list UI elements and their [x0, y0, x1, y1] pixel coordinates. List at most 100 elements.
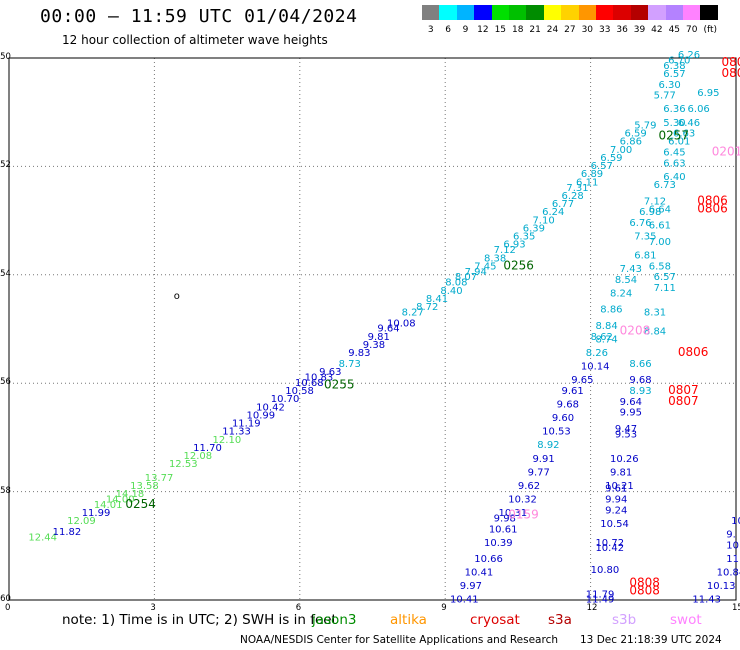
wave-height-reading: 6.59: [625, 129, 647, 140]
wave-height-reading: 6.93: [503, 240, 525, 251]
wave-height-reading: 10.80: [591, 565, 620, 576]
wave-height-reading: 6.86: [620, 137, 642, 148]
wave-height-reading: 6.39: [523, 223, 545, 234]
legend-label: 18: [511, 25, 524, 35]
map-border: [8, 57, 737, 601]
legend-label: 24: [546, 25, 559, 35]
wave-height-reading: 10.61: [489, 524, 518, 535]
wave-height-reading: 12.10: [213, 435, 242, 446]
wave-height-reading: 10: [731, 516, 740, 527]
wave-height-reading: 6.61: [649, 221, 671, 232]
wave-height-reading: 7.12: [644, 196, 666, 207]
wave-height-reading: 10.32: [508, 494, 537, 505]
satellite-label: swot: [670, 612, 702, 628]
wave-height-reading: 9.77: [528, 467, 550, 478]
wave-height-reading: 8.84: [595, 321, 617, 332]
legend-swatch: [439, 5, 457, 20]
wave-height-reading: 12.09: [67, 516, 96, 527]
legend-swatch: [526, 5, 544, 20]
wave-height-reading: 7.11: [654, 283, 676, 294]
wave-height-reading: 6.63: [673, 129, 695, 140]
wave-height-reading: 6.57: [663, 69, 685, 80]
wave-height-reading: 9.64: [620, 397, 642, 408]
satellite-label: s3a: [548, 612, 572, 628]
legend-label: 27: [564, 25, 576, 35]
island-marker: o: [174, 291, 180, 302]
wave-height-reading: 10.3: [726, 541, 740, 552]
wave-height-reading: 6.11: [576, 177, 598, 188]
legend-swatch: [630, 5, 649, 20]
pass-time-label: 0806: [678, 345, 709, 359]
wave-height-reading: 14.01: [94, 500, 123, 511]
x-tick-label: 3: [150, 603, 156, 613]
wave-height-reading: 9.81: [368, 332, 390, 343]
wave-height-reading: 6.95: [697, 88, 719, 99]
wave-height-reading: 9.63: [319, 367, 341, 378]
wave-height-reading: 10.39: [484, 538, 513, 549]
wave-height-reading: 10.99: [246, 410, 275, 421]
x-tick-label: 6: [295, 603, 302, 613]
satellite-label: jason3: [312, 612, 357, 628]
wave-height-reading: 11.79: [586, 589, 615, 600]
wave-height-reading: 7.12: [494, 245, 516, 256]
legend-label: 21: [529, 25, 541, 35]
x-tick-label: 0: [5, 603, 11, 613]
wave-height-reading: 13.77: [145, 473, 174, 484]
wave-height-reading: 11.99: [82, 508, 111, 519]
wave-height-reading: 10.58: [285, 386, 314, 397]
map-labels: o 12.4411.8212.0911.9914.0114.0014.1813.5…: [28, 50, 740, 606]
wave-height-reading: 9.83: [348, 348, 370, 359]
wave-height-reading: 9.64: [377, 324, 399, 335]
legend-label: 6: [445, 25, 451, 35]
y-tick-label: -54: [0, 268, 11, 279]
wave-height-reading: 8.38: [484, 253, 506, 264]
wave-height-reading: 8.08: [445, 278, 467, 289]
wave-height-reading: 5.77: [654, 91, 676, 102]
credit-line: NOAA/NESDIS Center for Satellite Applica…: [240, 634, 558, 646]
wave-height-reading: 8.84: [644, 326, 666, 337]
wave-height-reading: 9.94: [605, 494, 627, 505]
x-tick-label: 9: [441, 603, 447, 613]
wave-height-reading: 12.44: [28, 532, 57, 543]
wave-height-reading: 10.70: [271, 394, 300, 405]
wave-height-reading: 6.24: [542, 207, 564, 218]
pass-time-label: 080: [721, 66, 740, 80]
wave-height-reading: 9.91: [532, 454, 554, 465]
wave-height-reading: 9.61: [562, 386, 584, 397]
wave-height-reading: 10.21: [605, 481, 634, 492]
wave-height-reading: 10.84: [717, 568, 740, 579]
map-title: 00:00 – 11:59 UTC 01/04/2024: [40, 6, 358, 27]
wave-height-reading: 10.66: [474, 554, 503, 565]
legend-unit: (ft): [703, 25, 717, 35]
wave-height-reading: 9.38: [363, 340, 385, 351]
wave-height-reading: 12.08: [183, 451, 212, 462]
legend-label: 42: [651, 25, 663, 35]
wave-height-reading: 9.81: [610, 467, 632, 478]
wave-height-reading: 6.01: [668, 137, 690, 148]
wave-height-reading: 10.72: [595, 538, 624, 549]
wave-height-reading: 11.43: [692, 595, 721, 606]
legend-swatch: [491, 5, 509, 20]
wave-height-reading: 9.68: [629, 375, 651, 386]
legend-swatch: [474, 5, 492, 20]
wave-height-reading: 8.73: [339, 359, 361, 370]
wave-height-reading: 13.58: [130, 481, 159, 492]
legend-swatch: [578, 5, 596, 20]
wave-height-reading: 9.60: [552, 413, 574, 424]
satellite-label: s3b: [612, 612, 637, 628]
legend-swatch: [561, 5, 579, 20]
wave-height-reading: 7.35: [634, 232, 656, 243]
wave-height-reading: 6.26: [678, 50, 700, 61]
wave-height-reading: 10.08: [387, 318, 416, 329]
wave-height-reading: 9.68: [557, 400, 579, 411]
legend-label: 30: [581, 25, 594, 35]
pass-time-label: 0208: [620, 323, 651, 337]
wave-height-reading: 14.18: [116, 489, 145, 500]
wave-height-reading: 9.24: [605, 505, 627, 516]
wave-height-reading: 10.26: [610, 454, 639, 465]
wave-height-reading: 8.41: [426, 294, 448, 305]
wave-height-reading: 11.49: [586, 595, 615, 606]
satellite-label: altika: [390, 612, 427, 628]
legend-label: 15: [494, 25, 507, 35]
